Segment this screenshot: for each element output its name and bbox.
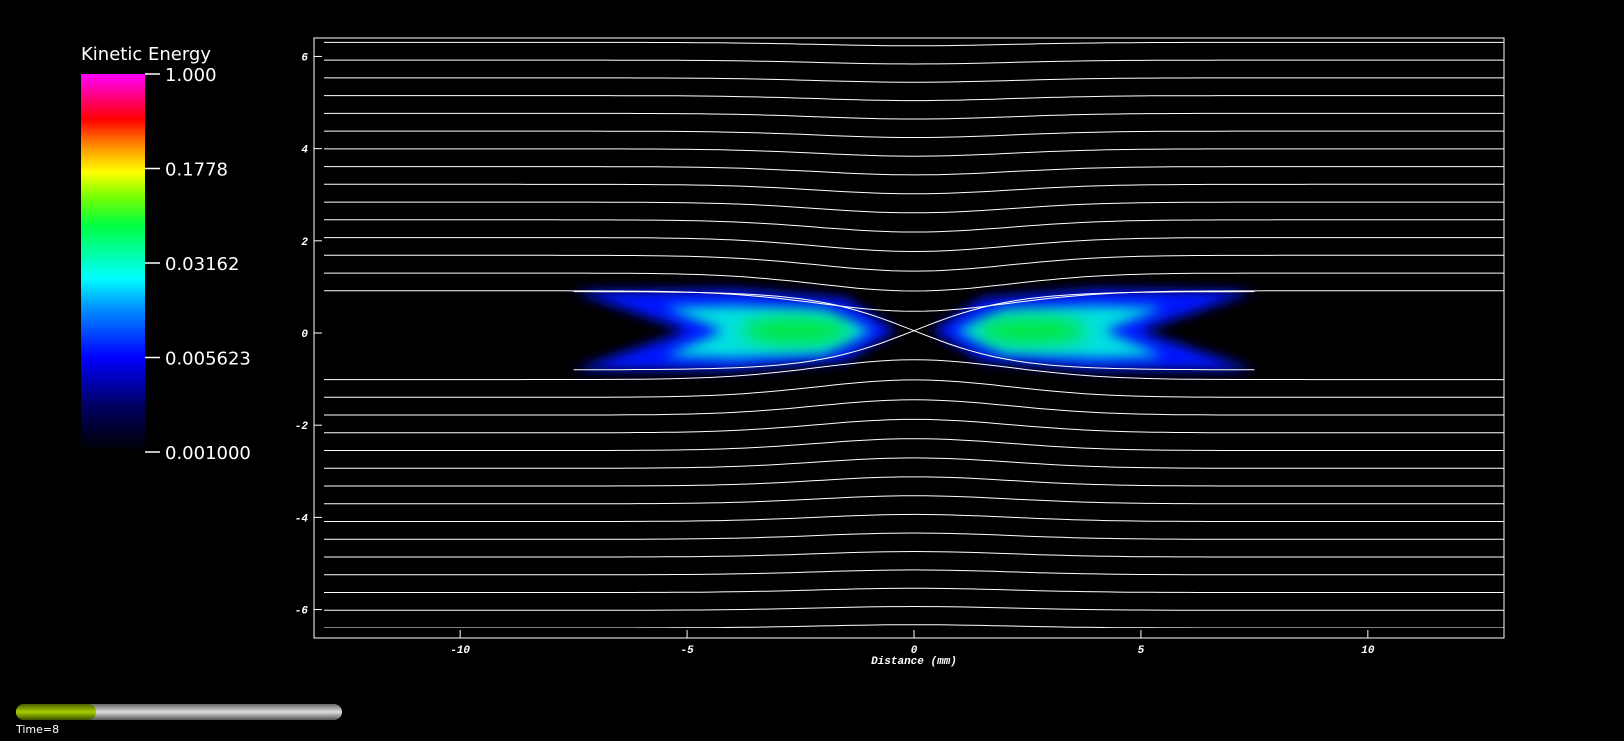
streamline (324, 77, 1504, 83)
field-plot (324, 41, 1504, 628)
streamline (324, 495, 1504, 505)
streamline (324, 201, 1504, 214)
colorbar-tick-label: 0.001000 (165, 443, 251, 464)
streamline (324, 112, 1504, 120)
streamline (324, 148, 1504, 157)
streamline (324, 379, 1504, 398)
time-label: Time=8 (15, 723, 59, 736)
streamline (324, 219, 1504, 233)
separatrix (573, 291, 1255, 371)
y-tick-label: 4 (301, 145, 308, 157)
y-tick-label: -6 (295, 606, 309, 618)
x-tick-label: 0 (911, 645, 918, 657)
x-tick-label: 5 (1138, 645, 1145, 657)
time-slider (16, 704, 342, 720)
x-axis-label: Distance (mm) (871, 656, 957, 668)
streamline (324, 550, 1504, 558)
streamline (324, 41, 1504, 47)
streamline (324, 359, 1504, 381)
streamline (324, 457, 1504, 469)
streamline (324, 532, 1504, 540)
y-tick-label: 6 (301, 52, 308, 64)
plot-frame (313, 37, 1505, 639)
y-tick-label: -4 (295, 513, 309, 525)
colorbar-title: Kinetic Energy (81, 44, 211, 65)
streamline (324, 254, 1504, 272)
colorbar-tick-label: 0.03162 (165, 254, 239, 275)
y-tick-label: 0 (301, 329, 308, 341)
streamline (324, 587, 1504, 593)
energy-core (977, 316, 1087, 345)
streamline (324, 272, 1504, 292)
x-tick-label: -10 (450, 645, 470, 657)
streamline (324, 605, 1504, 611)
slider-track (16, 704, 342, 720)
colorbar-tick-label: 0.1778 (165, 160, 228, 181)
y-tick-label: -2 (295, 421, 309, 433)
streamline (324, 183, 1504, 195)
streamline (324, 569, 1504, 576)
streamline (324, 290, 1504, 312)
colorbar-tick-label: 0.005623 (165, 349, 251, 370)
colorbar-tick-label: 1.000 (165, 65, 217, 86)
x-tick-label: -5 (680, 645, 694, 657)
streamline (324, 438, 1504, 451)
streamline (324, 399, 1504, 416)
colorbar (81, 74, 145, 452)
y-tick-label: 2 (301, 237, 308, 249)
slider-progress (16, 704, 96, 720)
streamline (324, 130, 1504, 138)
streamline (324, 166, 1504, 176)
streamline (324, 237, 1504, 253)
streamline (324, 95, 1504, 102)
energy-core (741, 316, 851, 345)
x-tick-label: 10 (1361, 645, 1375, 657)
streamline (324, 59, 1504, 65)
streamline (324, 513, 1504, 522)
streamline (324, 476, 1504, 487)
streamline (324, 418, 1504, 434)
streamline (324, 624, 1504, 628)
